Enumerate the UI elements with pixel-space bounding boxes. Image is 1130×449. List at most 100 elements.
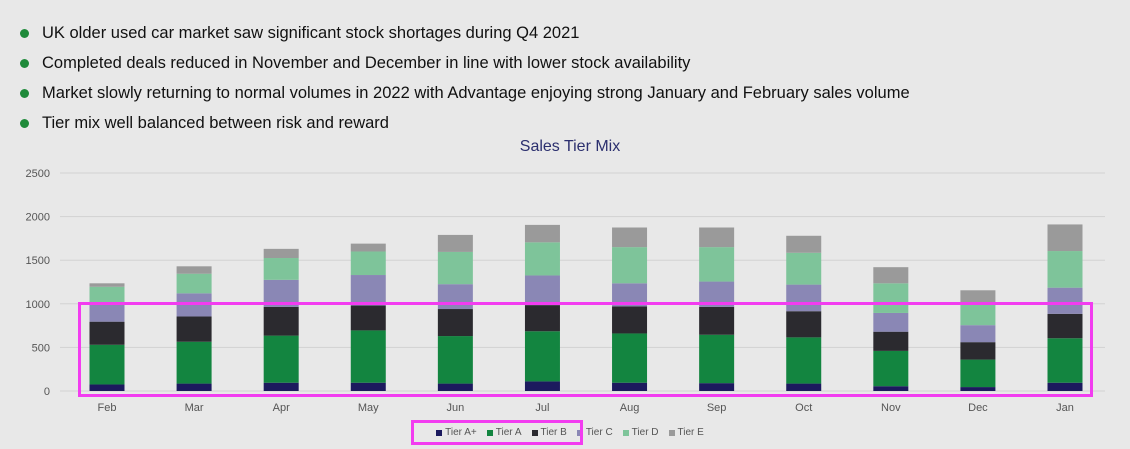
x-tick-label: Aug (620, 402, 640, 414)
legend-item: Tier E (668, 427, 704, 438)
y-tick-label: 1500 (26, 255, 50, 267)
bar-segment (960, 387, 996, 391)
bar-segment (1047, 287, 1083, 314)
bullet-dot-icon (20, 58, 29, 68)
legend-swatch (436, 429, 443, 436)
y-tick-label: 500 (32, 342, 50, 354)
bullet-dot-icon (20, 88, 29, 98)
x-tick-label: Oct (795, 402, 812, 414)
bar-segment (612, 382, 648, 391)
bar-segment (524, 305, 560, 332)
bar-segment (699, 247, 735, 282)
bar-segment (176, 316, 212, 342)
bar-segment (263, 306, 299, 336)
highlight-box-main (78, 302, 1093, 397)
bar-segment (699, 334, 735, 384)
highlight-box-legend (411, 420, 583, 445)
bar-segment (1047, 338, 1083, 383)
bar-segment (873, 283, 909, 313)
bar-segment (873, 267, 909, 284)
bar-segment (524, 242, 560, 276)
x-tick-label: Apr (273, 402, 290, 414)
bar-segment (786, 235, 822, 253)
bar-segment (89, 304, 125, 322)
bullet-list: UK older used car market saw significant… (20, 18, 910, 138)
bar-segment (437, 383, 473, 391)
bar-segment (786, 311, 822, 338)
bar-segment (263, 258, 299, 280)
bar-segment (350, 251, 386, 276)
bar-segment (960, 325, 996, 343)
x-tick-label: Sep (707, 402, 727, 414)
bar-segment (176, 266, 212, 274)
bar-segment (699, 306, 735, 335)
bar-segment (960, 342, 996, 360)
bar-segment (1047, 251, 1083, 288)
bar-segment (1047, 382, 1083, 391)
bullet-text: UK older used car market saw significant… (42, 23, 580, 42)
bar-segment (89, 283, 125, 287)
y-tick-label: 2500 (26, 168, 50, 180)
bar-segment (612, 333, 648, 383)
legend-label: Tier A (495, 427, 522, 438)
bar-segment (437, 336, 473, 384)
legend-label: Tier B (540, 427, 567, 438)
bar-segment (176, 341, 212, 384)
legend-swatch (622, 429, 629, 436)
bar-segment (960, 303, 996, 326)
x-tick-label: Dec (968, 402, 988, 414)
legend-label: Tier A+ (445, 427, 477, 438)
bar-segment (873, 331, 909, 351)
bar-segment (960, 359, 996, 388)
bar-segment (350, 275, 386, 306)
bar-segment (612, 283, 648, 307)
y-tick-label: 2000 (26, 212, 50, 224)
bar-segment (960, 290, 996, 304)
bullet-item: Tier mix well balanced between risk and … (20, 108, 910, 138)
bullet-dot-icon (20, 118, 29, 128)
bar-segment (612, 227, 648, 248)
bar-segment (89, 384, 125, 391)
bullet-dot-icon (20, 28, 29, 38)
bar-segment (524, 224, 560, 243)
bar-segment (350, 330, 386, 383)
legend-swatch (576, 429, 583, 436)
bar-segment (1047, 224, 1083, 252)
chart-title: Sales Tier Mix (519, 138, 621, 155)
legend-label: Tier E (677, 427, 704, 438)
bar-segment (263, 382, 299, 391)
bar-segment (524, 275, 560, 306)
bar-segment (437, 251, 473, 285)
bar-segment (350, 305, 386, 331)
bullet-item: UK older used car market saw significant… (20, 18, 910, 48)
legend-item: Tier D (622, 427, 659, 438)
bar-segment (89, 321, 125, 345)
bar-segment (873, 350, 909, 387)
bar-segment (612, 247, 648, 284)
x-tick-label: Jul (535, 402, 549, 414)
bullet-text: Tier mix well balanced between risk and … (42, 113, 389, 132)
bar-segment (437, 234, 473, 252)
bar-segment (350, 243, 386, 252)
bar-segment (176, 273, 212, 294)
x-tick-label: Nov (881, 402, 901, 414)
bar-segment (873, 312, 909, 332)
bar-segment (786, 252, 822, 285)
bar-segment (176, 383, 212, 391)
legend-swatch (668, 429, 675, 436)
legend-swatch (531, 429, 538, 436)
bullet-text: Market slowly returning to normal volume… (42, 83, 910, 102)
x-tick-label: Mar (185, 402, 204, 414)
bullet-item: Completed deals reduced in November and … (20, 48, 910, 78)
bar-segment (612, 306, 648, 334)
bar-segment (263, 335, 299, 383)
bar-segment (524, 331, 560, 382)
bar-segment (89, 344, 125, 385)
legend-label: Tier D (631, 427, 659, 438)
bar-segment (524, 381, 560, 391)
bar-segment (699, 227, 735, 248)
bar-segment (1047, 313, 1083, 339)
y-tick-label: 0 (44, 386, 50, 398)
y-tick-label: 1000 (26, 299, 50, 311)
x-tick-label: Jan (1056, 402, 1074, 414)
